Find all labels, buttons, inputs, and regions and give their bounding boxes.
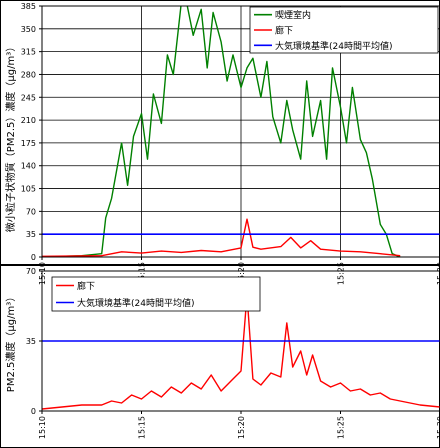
chart1-ytick-label-3: 105 (21, 185, 36, 194)
chart1-legend-label-2: 大気環境基準(24時間平均値) (275, 40, 392, 52)
chart1-series-layer (42, 6, 440, 257)
chart1-ytick-label-8: 280 (21, 70, 36, 79)
chart2-legend-label-1: 大気環境基準(24時間平均値) (77, 297, 194, 309)
chart1-legend-label-1: 廊下 (275, 25, 293, 37)
chart1-ytick-label-9: 315 (21, 48, 36, 57)
chart1-xtick-label-2: 15:20 (237, 262, 246, 285)
chart2-series-line-0 (42, 294, 440, 410)
chart1-xtick-label-4: 15:30 (436, 262, 440, 285)
chart1-series-line-0 (42, 6, 401, 257)
chart2-ytick-label-0: 0 (31, 407, 36, 416)
chart2-ylabel: PM2.5濃度（μg/m³） (4, 292, 17, 392)
chart1-ytick-label-4: 140 (21, 162, 36, 171)
chart2-xtick-label-2: 15:20 (237, 416, 246, 439)
chart1-legend-box (249, 6, 439, 54)
chart1-xtick-label-3: 15:25 (337, 262, 346, 285)
chart2-xtick-label-3: 15:25 (337, 416, 346, 439)
chart1-ytick-label-10: 350 (21, 25, 36, 34)
chart2-xtick-label-1: 15:15 (138, 416, 147, 439)
chart1-ytick-label-0: 0 (31, 253, 36, 262)
chart2-series-layer (42, 294, 440, 410)
chart1-ytick-label-1: 35 (26, 230, 36, 239)
chart1-ytick-label-7: 245 (21, 93, 36, 102)
chart2-legend-box (51, 276, 261, 312)
chart1-legend-label-0: 喫煙室内 (275, 9, 311, 21)
chart1-xtick-label-1: 15:15 (138, 262, 147, 285)
chart1-ytick-label-11: 385 (21, 2, 36, 11)
chart1-ytick-label-2: 70 (26, 207, 36, 216)
chart2-plot: 0 35 70 15:10 15:15 15:20 15:25 15:30 廊下大気環境基準(2… (26, 267, 440, 439)
chart2-ytick-label-2: 70 (26, 267, 36, 276)
chart2-xtick-label-4: 15:30 (436, 416, 440, 439)
chart1-ytick-label-5: 175 (21, 139, 36, 148)
chart2-legend-label-0: 廊下 (77, 280, 95, 292)
chart1-ytick-label-6: 210 (21, 116, 36, 125)
chart1-ylabel: 微小粒子状物質（PM2.5）濃度（μg/m³） (4, 42, 17, 232)
chart2-xtick-label-0: 15:10 (38, 416, 47, 439)
chart1-series-line-1 (42, 218, 401, 257)
chart2-ytick-label-1: 35 (26, 337, 36, 346)
